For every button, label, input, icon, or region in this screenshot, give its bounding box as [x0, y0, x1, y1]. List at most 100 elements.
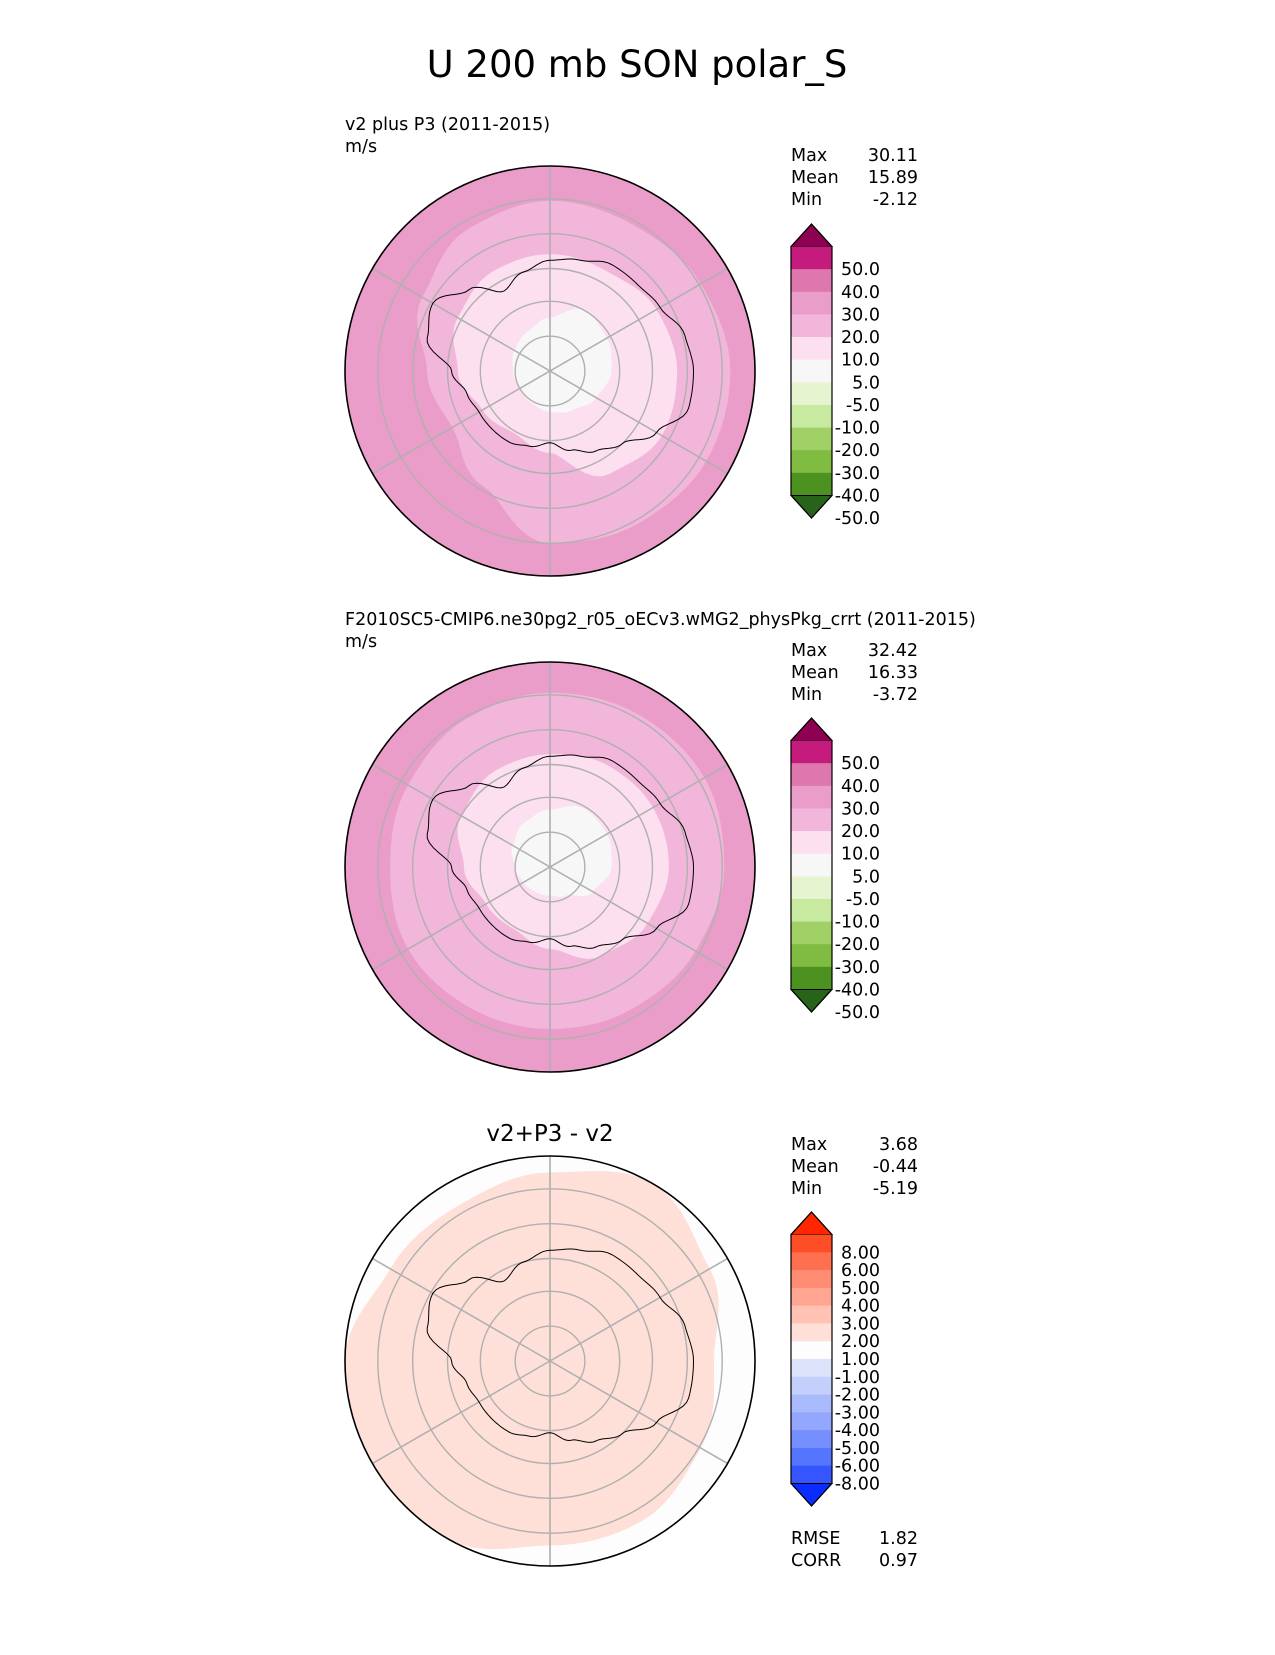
- colorbar-bin: [791, 1376, 832, 1396]
- colorbar-bin: [791, 1252, 832, 1271]
- colorbar-bin: [791, 269, 832, 293]
- graticule: [372, 662, 728, 1072]
- colorbar: 50.0 40.030.0 20.0 10.05.0 -5.0 -10.0-20.0 -30…: [789, 223, 880, 529]
- colorbar-tick-label: 5.0: [852, 867, 880, 887]
- colorbar-tick-label: -40.0: [835, 980, 880, 1000]
- colorbar-outline: [790, 1211, 833, 1507]
- panel-model-label: v2 plus P3 (2011-2015): [345, 115, 550, 135]
- panel-difference: v2+P3 - v2 Max 3.68 Mean -0.44 Min -5.19…: [344, 1121, 918, 1571]
- colorbar-bin: [791, 1234, 832, 1253]
- stat-max-name: Max: [791, 146, 827, 166]
- colorbar-bin: [791, 966, 832, 990]
- stat-mean-name: Mean: [791, 663, 839, 683]
- polar-map: [344, 1155, 756, 1567]
- colorbar-bin: [791, 1287, 832, 1307]
- colorbar-extend-min: [789, 494, 834, 519]
- stat-mean-name: Mean: [791, 1157, 839, 1177]
- colorbar-bin: [791, 831, 832, 855]
- colorbar-tick-label: -50.0: [835, 509, 880, 529]
- antarctica-coastline: [426, 754, 695, 949]
- colorbar-bin: [791, 337, 832, 361]
- colorbar-tick-label: 20.0: [841, 822, 880, 842]
- stat-mean-name: Mean: [791, 168, 839, 188]
- colorbar-tick-label: -10.0: [835, 419, 880, 439]
- stat-mean-value: 16.33: [868, 663, 918, 683]
- colorbar-bin: [791, 359, 832, 383]
- colorbar-tick-label: 4.00: [841, 1297, 880, 1317]
- meridian-line: [372, 1257, 728, 1465]
- stat-min-value: -2.12: [873, 190, 918, 210]
- colorbar-extend-min: [789, 988, 834, 1013]
- panel-model-stats: Max 30.11 Mean 15.89 Min -2.12: [791, 146, 918, 210]
- colorbar-tick-label: -6.00: [835, 1457, 880, 1477]
- stat-min-name: Min: [791, 685, 822, 705]
- colorbar-tick-label: -8.00: [835, 1474, 880, 1494]
- colorbar-bin: [791, 246, 832, 270]
- stat-max-value: 32.42: [868, 641, 918, 661]
- graticule: [372, 166, 728, 576]
- panel-reference-label: F2010SC5-CMIP6.ne30pg2_r05_oECv3.wMG2_ph…: [345, 610, 976, 630]
- colorbar-tick-label: 30.0: [841, 305, 880, 325]
- stat-min-value: -3.72: [873, 685, 918, 705]
- colorbar-tick-label: 5.0: [852, 373, 880, 393]
- polar-map: [344, 661, 756, 1073]
- colorbar-bin: [791, 472, 832, 496]
- stat-mean-value: 15.89: [868, 168, 918, 188]
- colorbar-tick-label: 1.00: [841, 1350, 880, 1370]
- colorbar-bin: [791, 1465, 832, 1484]
- colorbar-tick-label: -5.0: [846, 396, 880, 416]
- colorbar-extend-max: [789, 223, 834, 248]
- panel-model-units: m/s: [345, 137, 377, 157]
- antarctica-coastline: [426, 258, 695, 453]
- colorbar-bin: [791, 404, 832, 429]
- colorbar-tick-label: -3.00: [835, 1403, 880, 1423]
- colorbar-bin: [791, 291, 832, 315]
- colorbar-tick-label: 20.0: [841, 328, 880, 348]
- panel-reference: F2010SC5-CMIP6.ne30pg2_r05_oECv3.wMG2_ph…: [344, 610, 976, 1073]
- panel-model: v2 plus P3 (2011-2015) m/s Max 30.11 Mea…: [344, 115, 918, 577]
- stat-max-name: Max: [791, 1135, 827, 1155]
- colorbar-bin: [791, 876, 832, 900]
- colorbar-tick-label: -30.0: [835, 958, 880, 978]
- colorbar-tick-label: -50.0: [835, 1003, 880, 1023]
- colorbar-bin: [791, 314, 832, 338]
- stat-max-value: 30.11: [868, 146, 918, 166]
- corr-name: CORR: [791, 1551, 841, 1571]
- panel-reference-units: m/s: [345, 632, 377, 652]
- colorbar-bin: [791, 1447, 832, 1467]
- colorbar-bin: [791, 1430, 832, 1449]
- colorbar-bin: [791, 1323, 832, 1342]
- stat-max-value: 3.68: [879, 1135, 918, 1155]
- meridian-line: [372, 763, 728, 971]
- colorbar: 50.0 40.030.0 20.0 10.05.0 -5.0 -10.0-20.0 -30…: [789, 717, 880, 1023]
- colorbar-bin: [791, 382, 832, 406]
- stat-min-name: Min: [791, 1179, 822, 1199]
- colorbar-bin: [791, 853, 832, 877]
- panel-difference-metrics: RMSE 1.82 CORR 0.97: [791, 1529, 918, 1571]
- contour-fill-3: [512, 308, 612, 413]
- colorbar-tick-label: -20.0: [835, 441, 880, 461]
- colorbar-bin: [791, 1412, 832, 1431]
- stat-min-value: -5.19: [873, 1179, 918, 1199]
- colorbar-bin: [791, 1341, 832, 1360]
- colorbar-bin: [791, 1394, 832, 1413]
- rmse-name: RMSE: [791, 1529, 840, 1549]
- rmse-value: 1.82: [879, 1529, 918, 1549]
- colorbar-bin: [791, 785, 832, 809]
- colorbar-bin: [791, 1359, 832, 1378]
- colorbar-tick-label: -10.0: [835, 913, 880, 933]
- colorbar-bin: [791, 1305, 832, 1324]
- colorbar-tick-label: -30.0: [835, 464, 880, 484]
- stat-max-name: Max: [791, 641, 827, 661]
- panel-reference-stats: Max 32.42 Mean 16.33 Min -3.72: [791, 641, 918, 705]
- corr-value: 0.97: [879, 1551, 918, 1571]
- colorbar-tick-label: 2.00: [841, 1332, 880, 1352]
- colorbar-tick-label: -20.0: [835, 935, 880, 955]
- antarctica-coastline: [426, 1248, 695, 1443]
- colorbar: 8.006.005.004.003.002.001.00-1.00-2.00-3…: [789, 1211, 880, 1507]
- colorbar-tick-label: -5.00: [835, 1439, 880, 1459]
- colorbar-outline: [790, 717, 833, 1013]
- stat-mean-value: -0.44: [873, 1157, 918, 1177]
- colorbar-bin: [791, 763, 832, 787]
- colorbar-tick-label: -5.0: [846, 890, 880, 910]
